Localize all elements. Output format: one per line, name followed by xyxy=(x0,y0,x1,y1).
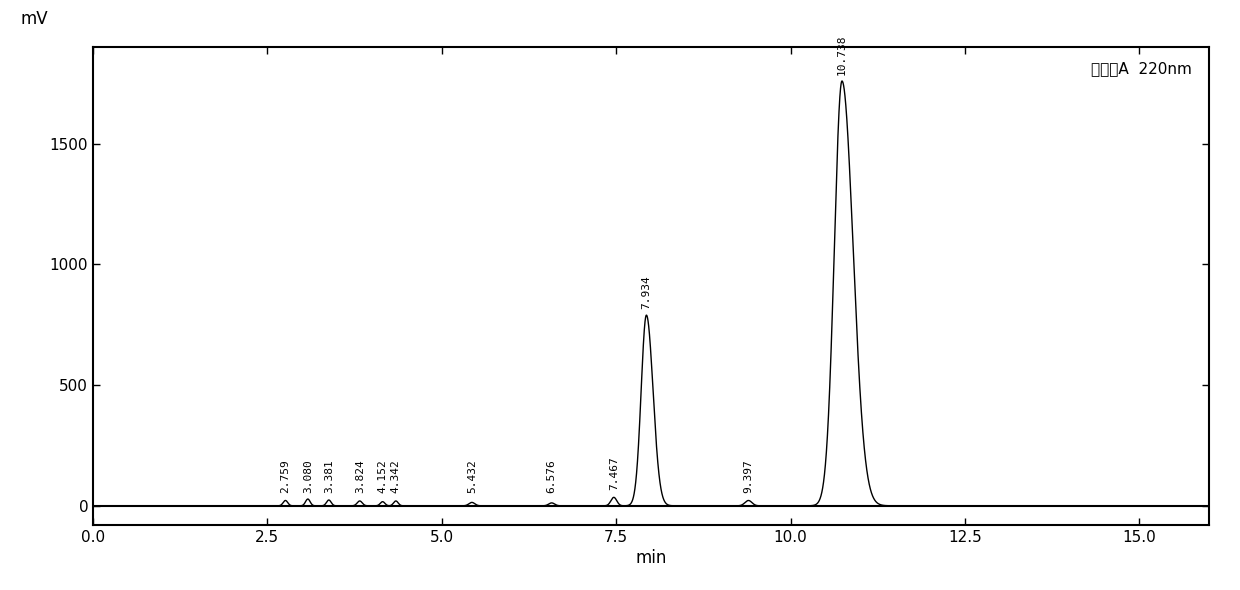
Text: 3.080: 3.080 xyxy=(303,459,312,493)
Text: 6.576: 6.576 xyxy=(547,459,557,493)
X-axis label: min: min xyxy=(635,549,667,567)
Text: 4.152: 4.152 xyxy=(378,459,388,493)
Text: 7.934: 7.934 xyxy=(641,276,651,309)
Text: mV: mV xyxy=(20,10,48,28)
Text: 2.759: 2.759 xyxy=(280,459,290,493)
Text: 10.738: 10.738 xyxy=(837,34,847,75)
Text: 4.342: 4.342 xyxy=(391,459,401,493)
Text: 検測器A  220nm: 検測器A 220nm xyxy=(1091,61,1193,77)
Text: 9.397: 9.397 xyxy=(744,459,754,493)
Text: 3.381: 3.381 xyxy=(324,459,334,493)
Text: 7.467: 7.467 xyxy=(609,456,619,490)
Text: 5.432: 5.432 xyxy=(467,459,477,493)
Text: 3.824: 3.824 xyxy=(355,459,365,493)
